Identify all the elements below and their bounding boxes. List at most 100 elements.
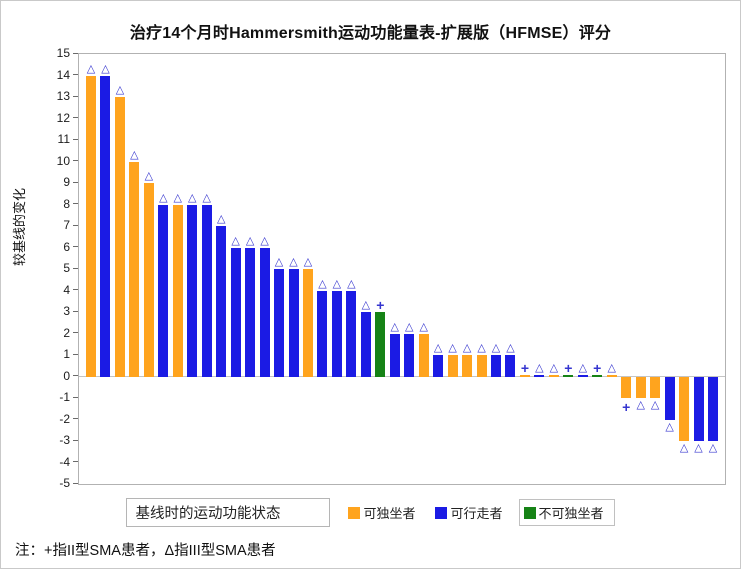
y-tick-label: 1 [63, 347, 70, 361]
nonsitter-swatch-icon [523, 506, 536, 519]
patient-bar [187, 204, 198, 377]
patient-bar [693, 376, 704, 441]
triangle-marker: △ [419, 320, 428, 333]
y-tick-label: 14 [56, 67, 70, 82]
y-tick-mark [73, 353, 78, 355]
triangle-marker: △ [448, 342, 457, 354]
triangle-marker: △ [390, 320, 399, 333]
legend-item-label: 可行走者 [450, 506, 503, 521]
patient-bar [534, 374, 545, 377]
patient-bar [548, 374, 559, 377]
triangle-marker: △ [202, 191, 211, 204]
walker-swatch-icon [435, 506, 448, 519]
plus-marker: + [593, 359, 602, 376]
legend-title: 基线时的运动功能状态 [126, 498, 331, 527]
plus-marker: + [622, 399, 631, 415]
y-tick-mark [73, 117, 78, 118]
patient-bar [302, 269, 313, 377]
triangle-marker: △ [650, 399, 660, 411]
y-tick-label: 9 [63, 175, 70, 189]
patient-bar [259, 247, 270, 377]
plus-marker: + [520, 359, 530, 376]
patient-bar [274, 269, 285, 377]
triangle-marker: △ [245, 234, 255, 247]
y-tick-mark [73, 181, 78, 183]
triangle-marker: △ [144, 170, 154, 182]
patient-bar [404, 333, 415, 377]
triangle-marker: △ [404, 320, 414, 333]
y-tick-mark [73, 396, 78, 398]
triangle-marker: △ [173, 191, 183, 204]
triangle-marker: △ [159, 191, 168, 204]
legend-item-label: 可独坐者 [363, 506, 416, 521]
y-tick-mark [73, 289, 78, 290]
patient-bar [331, 290, 342, 377]
y-tick-mark [73, 482, 78, 484]
sitter-swatch-icon [348, 506, 361, 519]
zero-axis-line [79, 375, 725, 377]
triangle-marker: △ [462, 342, 472, 354]
legend-item-label: 不可独坐者 [538, 506, 604, 521]
patient-bar [360, 312, 371, 377]
triangle-marker: △ [216, 213, 226, 225]
y-tick-label: -3 [59, 433, 70, 447]
triangle-marker: △ [665, 420, 674, 433]
patient-bar [664, 376, 675, 420]
triangle-marker: △ [332, 277, 342, 290]
y-tick-label: 11 [57, 132, 70, 146]
triangle-marker: △ [231, 234, 240, 247]
patient-bar [375, 312, 386, 377]
y-tick-label: 12 [56, 110, 70, 125]
triangle-marker: △ [274, 256, 284, 268]
y-tick-mark [73, 203, 78, 204]
patient-bar [708, 376, 718, 441]
patient-bar [563, 374, 574, 377]
triangle-marker: △ [694, 442, 703, 454]
y-axis-title: 较基线的变化 [12, 187, 27, 266]
patient-bar [389, 333, 400, 377]
patient-bar [519, 374, 530, 377]
plus-marker: + [376, 297, 385, 313]
triangle-marker: △ [188, 191, 197, 204]
patient-bar [346, 290, 357, 377]
chart-title: 治疗14个月时Hammersmith运动功能量表-扩展版（HFMSE）评分 [129, 25, 612, 42]
patient-bar [245, 247, 256, 377]
legend: 基线时的运动功能状态 可独坐者 可行走者 不可独坐者 [1, 498, 740, 527]
patient-bar [158, 204, 169, 377]
patient-bar [606, 374, 617, 377]
triangle-marker: △ [679, 442, 689, 454]
y-tick-label: 7 [63, 218, 70, 232]
patient-bar [143, 183, 154, 377]
legend-item-nonsitter: 不可独坐者 [518, 499, 615, 526]
y-tick-mark [73, 160, 78, 161]
triangle-marker: △ [101, 62, 110, 75]
patient-bar [491, 355, 502, 377]
triangle-marker: △ [636, 399, 645, 411]
triangle-marker: △ [86, 62, 96, 75]
y-tick-mark [73, 224, 78, 226]
legend-items: 可独坐者 可行走者 不可独坐者 [344, 499, 615, 526]
triangle-marker: △ [535, 361, 544, 374]
y-tick-mark [73, 332, 78, 333]
triangle-marker: △ [578, 361, 588, 374]
patient-bar [172, 204, 183, 377]
patient-bar [114, 97, 125, 377]
patient-bar [462, 355, 473, 377]
y-tick-label: 5 [63, 261, 70, 275]
patient-bar [476, 355, 487, 377]
y-tick-label: 10 [56, 153, 70, 168]
y-tick-label: 4 [63, 282, 70, 297]
y-tick-label: 3 [63, 304, 70, 318]
y-tick-label: 8 [63, 196, 70, 211]
triangle-marker: △ [260, 234, 269, 247]
y-tick-mark [73, 52, 78, 54]
patient-bar [679, 376, 690, 441]
y-tick-mark [73, 138, 78, 140]
triangle-marker: △ [361, 299, 371, 311]
y-tick-label: 6 [63, 239, 70, 254]
triangle-marker: △ [477, 342, 486, 354]
triangle-marker: △ [506, 342, 515, 354]
y-tick-mark [73, 246, 78, 247]
patient-bar [621, 376, 632, 398]
